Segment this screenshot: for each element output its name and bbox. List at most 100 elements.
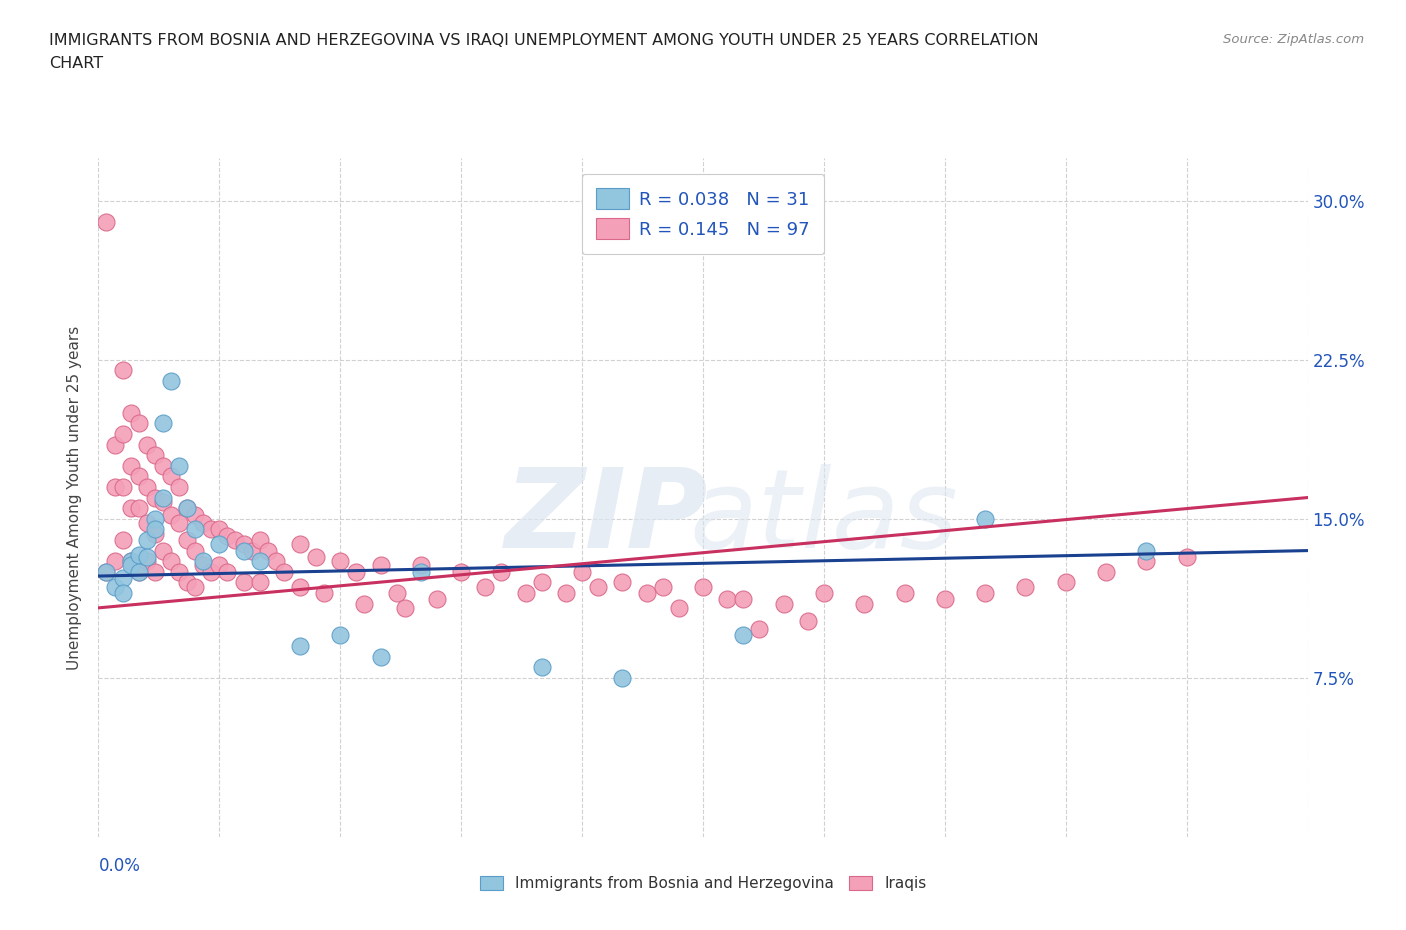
Point: [249, 553, 271, 568]
Point: [176, 500, 198, 515]
Point: [288, 639, 311, 654]
Point: [305, 550, 328, 565]
Point: [232, 537, 254, 551]
Point: [96, 565, 118, 579]
Point: [1135, 543, 1157, 558]
Point: [176, 533, 198, 548]
Point: [797, 613, 820, 628]
Point: [853, 596, 876, 611]
Point: [111, 533, 134, 548]
Point: [692, 579, 714, 594]
Point: [273, 565, 295, 579]
Point: [120, 405, 142, 420]
Point: [893, 586, 915, 601]
Point: [193, 515, 215, 530]
Point: [813, 586, 835, 601]
Point: [1135, 553, 1157, 568]
Point: [200, 565, 222, 579]
Point: [135, 480, 157, 495]
Point: [143, 447, 166, 462]
Point: [288, 579, 311, 594]
Point: [555, 586, 578, 601]
Point: [974, 586, 997, 601]
Point: [208, 558, 231, 573]
Point: [224, 533, 246, 548]
Point: [143, 522, 166, 537]
Point: [143, 490, 166, 505]
Point: [409, 558, 432, 573]
Point: [772, 596, 794, 611]
Point: [240, 543, 263, 558]
Text: Source: ZipAtlas.com: Source: ZipAtlas.com: [1223, 33, 1364, 46]
Point: [515, 586, 537, 601]
Point: [103, 437, 125, 452]
Point: [143, 526, 166, 541]
Point: [120, 458, 142, 473]
Point: [1014, 579, 1036, 594]
Point: [111, 586, 134, 601]
Point: [96, 214, 118, 229]
Point: [353, 596, 375, 611]
Point: [1054, 575, 1077, 590]
Point: [370, 558, 392, 573]
Point: [329, 628, 352, 643]
Point: [934, 592, 956, 607]
Point: [249, 575, 271, 590]
Point: [200, 522, 222, 537]
Point: [176, 500, 198, 515]
Point: [1175, 550, 1198, 565]
Point: [716, 592, 738, 607]
Point: [128, 416, 150, 431]
Point: [184, 507, 207, 522]
Point: [135, 533, 157, 548]
Point: [152, 543, 174, 558]
Point: [344, 565, 367, 579]
Point: [103, 480, 125, 495]
Point: [120, 553, 142, 568]
Point: [748, 621, 770, 636]
Point: [409, 565, 432, 579]
Point: [184, 579, 207, 594]
Point: [167, 515, 190, 530]
Point: [135, 437, 157, 452]
Point: [208, 537, 231, 551]
Point: [530, 575, 553, 590]
Point: [96, 565, 118, 579]
Point: [217, 528, 239, 543]
Text: IMMIGRANTS FROM BOSNIA AND HERZEGOVINA VS IRAQI UNEMPLOYMENT AMONG YOUTH UNDER 2: IMMIGRANTS FROM BOSNIA AND HERZEGOVINA V…: [49, 33, 1039, 47]
Point: [264, 553, 287, 568]
Point: [143, 512, 166, 526]
Point: [111, 363, 134, 378]
Point: [184, 543, 207, 558]
Point: [474, 579, 496, 594]
Point: [314, 586, 336, 601]
Point: [668, 601, 690, 616]
Point: [530, 660, 553, 675]
Legend: Immigrants from Bosnia and Herzegovina, Iraqis: Immigrants from Bosnia and Herzegovina, …: [474, 870, 932, 897]
Point: [135, 550, 157, 565]
Point: [329, 553, 352, 568]
Point: [111, 427, 134, 442]
Point: [160, 374, 183, 389]
Point: [256, 543, 278, 558]
Point: [128, 565, 150, 579]
Point: [385, 586, 408, 601]
Point: [135, 515, 157, 530]
Point: [103, 553, 125, 568]
Point: [120, 558, 142, 573]
Point: [160, 553, 183, 568]
Point: [111, 571, 134, 586]
Point: [571, 565, 593, 579]
Point: [217, 565, 239, 579]
Point: [135, 553, 157, 568]
Point: [586, 579, 609, 594]
Point: [651, 579, 673, 594]
Point: [426, 592, 449, 607]
Text: ZIP: ZIP: [505, 464, 709, 571]
Point: [974, 512, 997, 526]
Point: [193, 558, 215, 573]
Y-axis label: Unemployment Among Youth under 25 years: Unemployment Among Youth under 25 years: [67, 326, 83, 670]
Point: [128, 565, 150, 579]
Point: [636, 586, 658, 601]
Point: [167, 480, 190, 495]
